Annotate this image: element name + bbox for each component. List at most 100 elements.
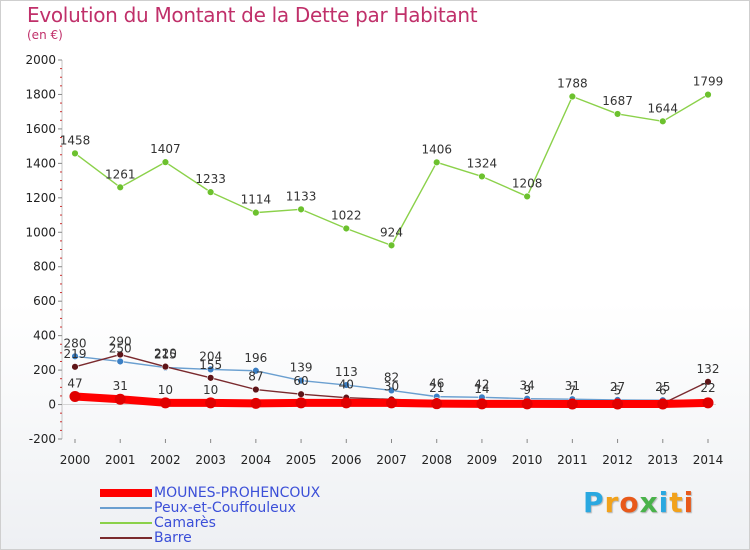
legend-swatch bbox=[100, 522, 152, 524]
data-point bbox=[433, 158, 441, 167]
series-line bbox=[74, 93, 709, 247]
data-point bbox=[252, 385, 260, 394]
data-point bbox=[250, 397, 262, 409]
legend-swatch bbox=[100, 489, 152, 497]
data-point bbox=[116, 350, 124, 359]
data-point bbox=[114, 393, 126, 405]
data-point bbox=[704, 90, 712, 99]
data-label: 220 bbox=[154, 347, 177, 361]
data-label: 196 bbox=[244, 351, 267, 365]
data-point bbox=[613, 110, 622, 118]
data-label: 21 bbox=[429, 381, 444, 395]
data-point bbox=[159, 397, 171, 409]
data-label: 25 bbox=[655, 380, 670, 394]
data-label: 215 bbox=[154, 348, 177, 362]
x-tick-label: 2003 bbox=[195, 453, 226, 467]
legend-item: Camarès bbox=[100, 515, 216, 531]
legend-item: MOUNES-PROHENCOUX bbox=[100, 485, 321, 501]
data-label: 14 bbox=[474, 382, 489, 396]
data-label: 113 bbox=[335, 365, 358, 379]
y-tick-label: 1800 bbox=[25, 87, 56, 101]
legend-label: Barre bbox=[154, 530, 192, 546]
x-tick-label: 2013 bbox=[648, 453, 679, 467]
data-label: 1644 bbox=[648, 101, 679, 115]
data-point bbox=[205, 397, 217, 409]
data-label: 22 bbox=[700, 381, 715, 395]
series-layer bbox=[69, 90, 714, 410]
data-label: 30 bbox=[384, 379, 399, 393]
y-tick-label: 600 bbox=[33, 294, 56, 308]
y-tick-label: 200 bbox=[33, 363, 56, 377]
data-label: 46 bbox=[429, 377, 444, 391]
data-point bbox=[342, 224, 350, 233]
data-label: 60 bbox=[293, 374, 308, 388]
data-label: 9 bbox=[523, 383, 531, 397]
x-tick-label: 2000 bbox=[60, 453, 91, 467]
y-tick-label: 0 bbox=[48, 398, 56, 412]
data-point bbox=[431, 398, 443, 410]
data-point bbox=[116, 357, 124, 366]
data-label: 132 bbox=[697, 362, 720, 376]
x-tick-label: 2005 bbox=[286, 453, 317, 467]
x-tick-label: 2008 bbox=[421, 453, 452, 467]
data-point bbox=[387, 241, 396, 250]
data-label: 1799 bbox=[693, 75, 724, 89]
data-label: 1406 bbox=[421, 142, 452, 156]
data-point bbox=[71, 149, 79, 158]
legend-label: MOUNES-PROHENCOUX bbox=[154, 485, 321, 501]
data-point bbox=[71, 352, 79, 361]
data-point bbox=[478, 172, 486, 181]
y-tick-label: 800 bbox=[33, 260, 56, 274]
data-label: 1208 bbox=[512, 176, 543, 190]
data-label: 1022 bbox=[331, 208, 362, 222]
data-label: 87 bbox=[248, 370, 263, 384]
data-point bbox=[206, 365, 215, 374]
data-label: 6 bbox=[659, 384, 667, 398]
data-point bbox=[161, 362, 170, 371]
data-label: 1114 bbox=[241, 193, 272, 207]
x-tick-label: 2011 bbox=[557, 453, 588, 467]
data-label: 1324 bbox=[467, 156, 498, 170]
data-point bbox=[295, 397, 307, 409]
data-point bbox=[71, 363, 79, 371]
data-point bbox=[161, 158, 170, 166]
data-point bbox=[521, 398, 533, 410]
y-tick-label: 1600 bbox=[25, 122, 56, 136]
data-point bbox=[568, 92, 577, 101]
data-label: 34 bbox=[520, 379, 535, 393]
data-label: 219 bbox=[64, 347, 87, 361]
data-point bbox=[340, 397, 352, 409]
data-point bbox=[387, 386, 396, 395]
data-point bbox=[704, 378, 712, 386]
data-point bbox=[612, 398, 624, 410]
data-label: 40 bbox=[339, 378, 354, 392]
legend-item: Barre bbox=[100, 530, 192, 546]
data-point bbox=[702, 397, 714, 409]
data-point bbox=[297, 205, 305, 214]
data-point bbox=[116, 183, 124, 192]
x-tick-label: 2007 bbox=[376, 453, 407, 467]
x-tick-label: 2009 bbox=[467, 453, 498, 467]
data-point bbox=[657, 398, 669, 410]
data-label: 1458 bbox=[60, 133, 91, 147]
data-label: 139 bbox=[290, 361, 313, 375]
legend-label: Camarès bbox=[154, 515, 216, 531]
data-label: 27 bbox=[610, 380, 625, 394]
data-point bbox=[659, 117, 667, 126]
proxiti-logo: Proxiti bbox=[583, 486, 695, 519]
data-point bbox=[386, 397, 397, 409]
y-tick-label: -200 bbox=[29, 432, 56, 446]
x-tick-label: 2001 bbox=[105, 453, 136, 467]
data-label: 1233 bbox=[195, 172, 226, 186]
data-point bbox=[523, 192, 531, 201]
data-label: 204 bbox=[199, 349, 222, 363]
data-label: 290 bbox=[109, 335, 132, 349]
chart-title: Evolution du Montant de la Dette par Hab… bbox=[27, 3, 478, 27]
x-tick-label: 2014 bbox=[693, 453, 724, 467]
data-point bbox=[206, 188, 215, 196]
data-label: 10 bbox=[158, 383, 173, 397]
data-label: 82 bbox=[384, 370, 399, 384]
